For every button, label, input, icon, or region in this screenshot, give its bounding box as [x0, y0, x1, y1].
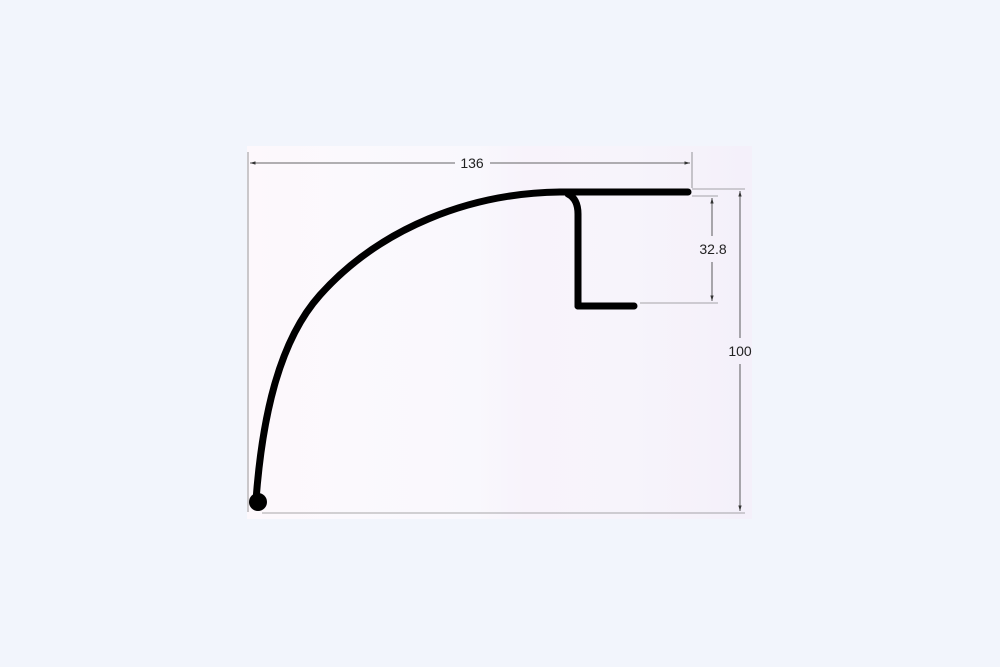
profile-end-bulb [249, 493, 267, 511]
total-height-dimension-label: 100 [728, 343, 752, 359]
drawing-panel [247, 146, 752, 519]
inner-height-dimension-label: 32.8 [699, 241, 726, 257]
profile-shape [249, 188, 692, 511]
profile-arc [252, 188, 564, 504]
profile-web [564, 190, 582, 310]
width-dimension-label: 136 [460, 155, 484, 171]
